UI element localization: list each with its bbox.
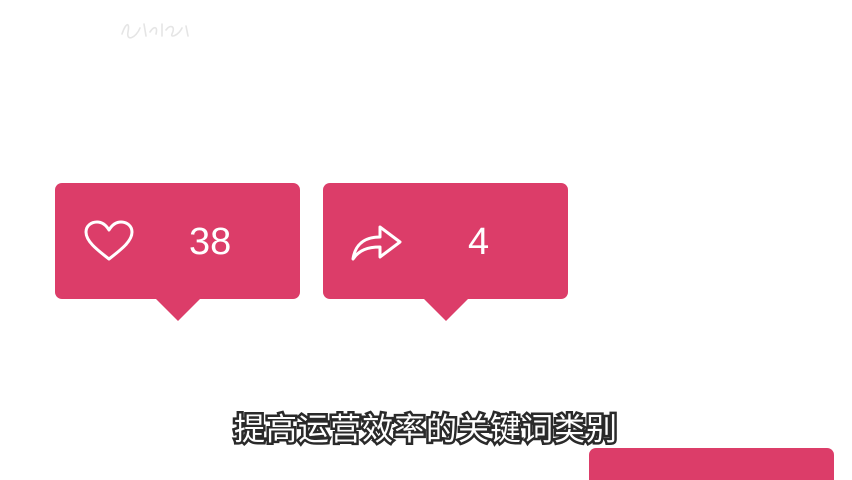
- watermark-logo: [121, 23, 189, 39]
- partial-count-bubble: [589, 448, 834, 480]
- share-count: 4: [468, 221, 490, 263]
- like-count: 38: [189, 221, 232, 263]
- video-subtitle: 提高运营效率的关键词类别: [232, 410, 620, 451]
- share-count-bubble: 4: [323, 183, 568, 321]
- share-arrow-icon: [351, 225, 402, 261]
- heart-outline-icon: [84, 220, 134, 261]
- like-count-bubble: 38: [55, 183, 300, 321]
